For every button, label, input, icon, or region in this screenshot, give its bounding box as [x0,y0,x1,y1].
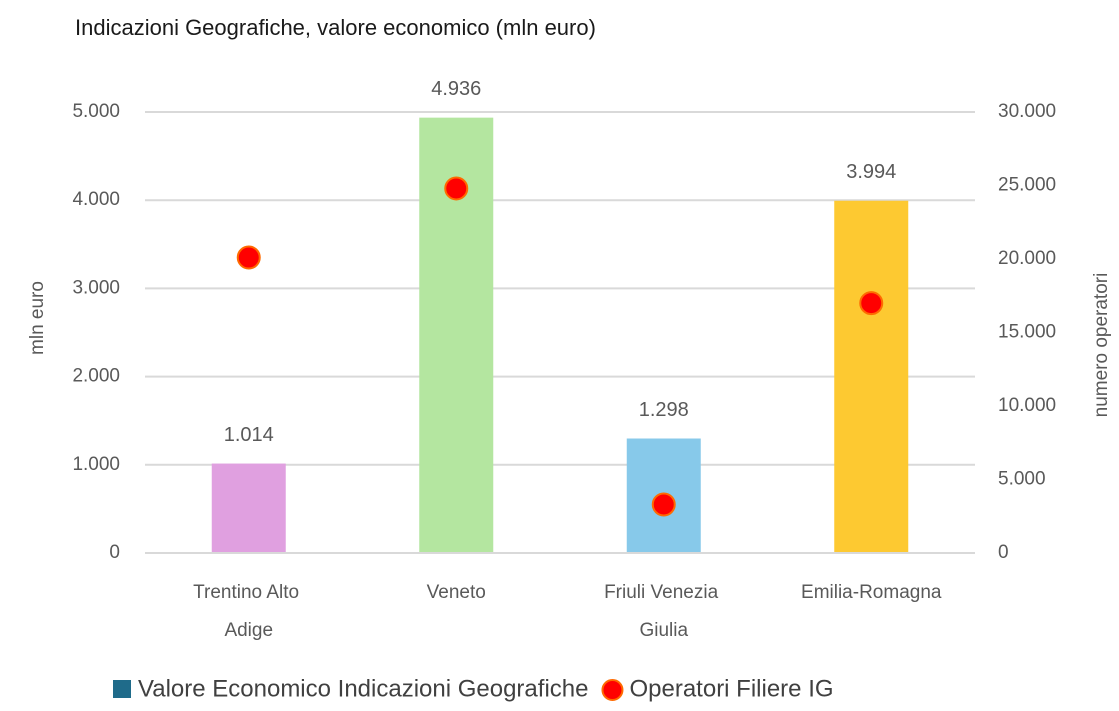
data-label: 1.298 [639,399,689,421]
data-label: 1.014 [224,424,274,446]
bar [834,200,909,554]
y-axis-label: mln euro [27,281,48,355]
y-tick-label: 4.000 [72,189,120,210]
y2-tick-label: 5.000 [998,469,1046,490]
marker [444,176,469,201]
data-label: 3.994 [846,161,896,183]
y2-tick-label: 15.000 [998,322,1056,343]
bar [211,463,286,553]
x-tick-label: Trentino Alto Adige [193,582,304,641]
x-tick-label: Emilia-Romagna [801,582,942,603]
y-tick-label: 0 [109,542,120,563]
y2-tick-label: 0 [998,542,1009,563]
x-tick-label: Friuli Venezia Giulia [604,582,723,641]
y2-tick-label: 30.000 [998,101,1056,122]
legend-label: Valore Economico Indicazioni Geografiche [138,675,588,702]
legend-label: Operatori Filiere IG [629,675,833,702]
y2-tick-label: 10.000 [998,395,1056,416]
x-tick-label: Veneto [427,582,486,603]
y2-axis-label: numero operatori [1091,273,1112,418]
marker [859,291,884,316]
legend-marker [601,679,624,701]
y-tick-label: 2.000 [72,366,120,387]
y-tick-label: 5.000 [72,101,120,122]
y-tick-label: 1.000 [72,454,120,475]
data-label: 4.936 [431,78,481,100]
marker [651,492,676,517]
marker [236,245,261,270]
chart-title: Indicazioni Geografiche, valore economic… [75,15,596,40]
y2-tick-label: 20.000 [998,248,1056,269]
y-tick-label: 3.000 [72,277,120,298]
legend-swatch [113,680,131,698]
y2-tick-label: 25.000 [998,175,1056,196]
